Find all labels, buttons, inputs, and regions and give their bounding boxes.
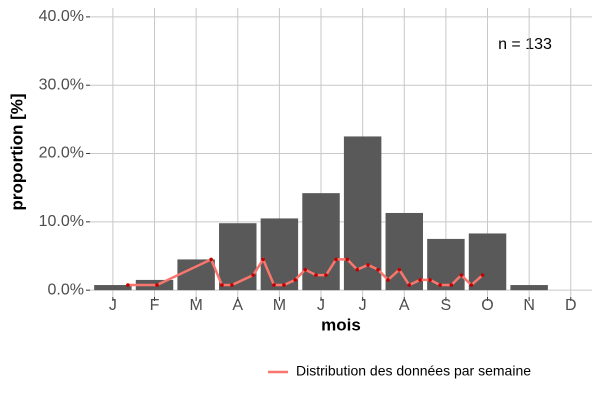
point — [272, 283, 276, 287]
point — [345, 257, 350, 262]
x-tick-label: J — [109, 297, 117, 314]
point — [126, 283, 130, 287]
point — [397, 267, 402, 272]
point — [376, 267, 380, 272]
x-tick-label: A — [399, 297, 410, 314]
point — [459, 273, 464, 277]
point — [314, 273, 318, 277]
point — [480, 273, 485, 277]
annotation: n = 133 — [498, 36, 552, 53]
point — [324, 273, 328, 277]
x-tick-label: A — [232, 297, 243, 314]
x-tick-label: J — [317, 297, 325, 314]
x-tick-label: O — [481, 297, 493, 314]
point — [220, 283, 224, 287]
point — [293, 278, 298, 282]
y-tick-label: 0.0% — [48, 281, 84, 298]
y-tick-label: 20.0% — [39, 145, 84, 162]
point — [251, 273, 255, 277]
point — [428, 278, 432, 282]
point — [449, 283, 454, 287]
legend-label: Distribution des données par semaine — [296, 363, 531, 379]
point — [407, 283, 412, 287]
y-axis-title: proportion [%] — [7, 93, 26, 210]
point — [230, 283, 234, 287]
point — [155, 283, 159, 287]
point — [438, 283, 442, 287]
point — [355, 267, 360, 272]
x-tick-label: M — [189, 297, 202, 314]
point — [303, 267, 308, 272]
bar — [219, 223, 257, 291]
bar — [343, 136, 382, 291]
point — [469, 283, 474, 287]
y-tick-label: 40.0% — [39, 8, 84, 25]
point — [334, 257, 338, 262]
point — [261, 257, 265, 262]
x-tick-label: D — [565, 297, 577, 314]
x-tick-label: J — [359, 297, 367, 314]
bar — [177, 259, 215, 291]
y-tick-label: 10.0% — [39, 213, 84, 230]
point — [282, 283, 286, 287]
point — [209, 257, 213, 262]
point — [418, 278, 422, 282]
x-axis-title: mois — [321, 315, 361, 334]
bar — [510, 285, 548, 291]
x-tick-label: S — [441, 297, 452, 314]
x-tick-label: M — [273, 297, 286, 314]
x-tick-label: F — [150, 297, 160, 314]
point — [366, 263, 370, 267]
y-tick-label: 30.0% — [39, 76, 84, 93]
point — [386, 278, 390, 282]
x-tick-label: N — [523, 297, 535, 314]
bar — [260, 218, 299, 291]
line — [127, 256, 484, 287]
bar — [94, 285, 132, 291]
